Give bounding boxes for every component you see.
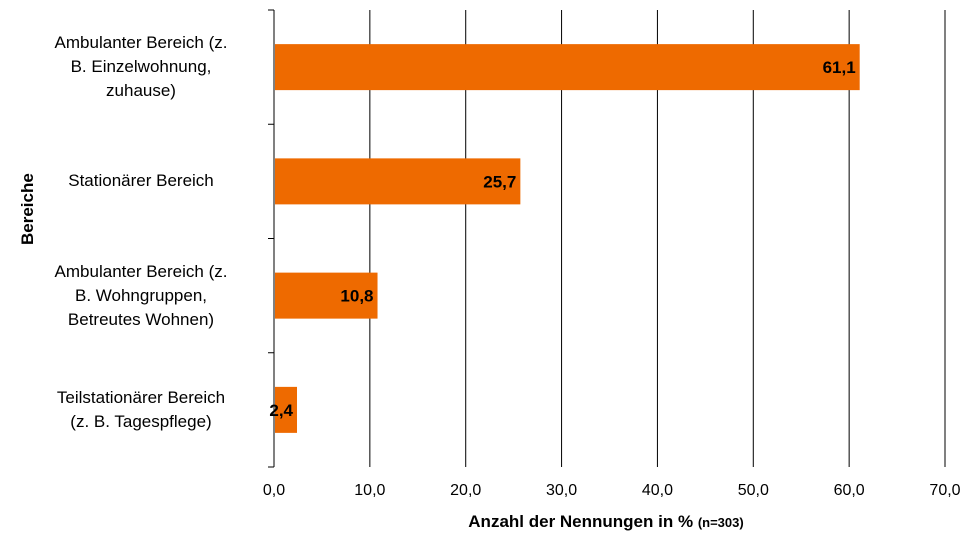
- x-axis-title-note: (n=303): [697, 515, 744, 530]
- x-axis-title: Anzahl der Nennungen in % (n=303): [270, 512, 942, 532]
- category-label-line: Teilstationärer Bereich: [56, 387, 226, 407]
- y-axis-title: Bereiche: [18, 173, 37, 245]
- category-label-line: (z. B. Tagespflege): [70, 411, 212, 431]
- x-tick-label: 70,0: [929, 482, 960, 499]
- category-label-line: zuhause): [106, 81, 176, 101]
- value-label: 2,4: [269, 401, 293, 420]
- category-label-line: Betreutes Wohnen): [67, 309, 215, 329]
- category-label-line: Ambulanter Bereich (z.: [54, 261, 228, 281]
- x-tick-label: 60,0: [834, 482, 865, 499]
- category-label-line: Stationärer Bereich: [68, 171, 214, 191]
- bar: [275, 44, 860, 91]
- x-tick-label: 10,0: [354, 482, 385, 499]
- x-tick-label: 20,0: [450, 482, 481, 499]
- x-tick-label: 0,0: [263, 482, 285, 499]
- x-tick-label: 50,0: [738, 482, 769, 499]
- axes: [268, 9, 275, 468]
- bar: [275, 272, 378, 319]
- category-label: Teilstationärer Bereich (z. B. Tagespfleg…: [16, 386, 266, 434]
- value-label: 25,7: [483, 172, 516, 191]
- category-label-line: B. Einzelwohnung,: [70, 57, 212, 77]
- category-label-line: Ambulanter Bereich (z.: [54, 33, 228, 53]
- category-label-line: B. Wohngruppen,: [75, 285, 207, 305]
- value-labels: 61,1 25,7 10,8 2,4: [269, 58, 855, 420]
- bar: [275, 158, 521, 205]
- value-label: 10,8: [340, 287, 373, 306]
- category-label: Stationärer Bereich: [16, 169, 266, 193]
- tick-labels: 0,0 10,0 20,0 30,0 40,0 50,0 60,0 70,0: [263, 482, 961, 499]
- x-tick-label: 40,0: [642, 482, 673, 499]
- x-axis-title-text: Anzahl der Nennungen in %: [468, 512, 694, 531]
- x-tick-label: 30,0: [546, 482, 577, 499]
- category-label: Ambulanter Bereich (z. B. Einzelwohnung, z…: [16, 31, 266, 103]
- bars: [275, 44, 860, 433]
- value-label: 61,1: [823, 58, 856, 77]
- bar: [275, 386, 298, 433]
- category-label: Ambulanter Bereich (z. B. Wohngruppen, Bet…: [16, 260, 266, 332]
